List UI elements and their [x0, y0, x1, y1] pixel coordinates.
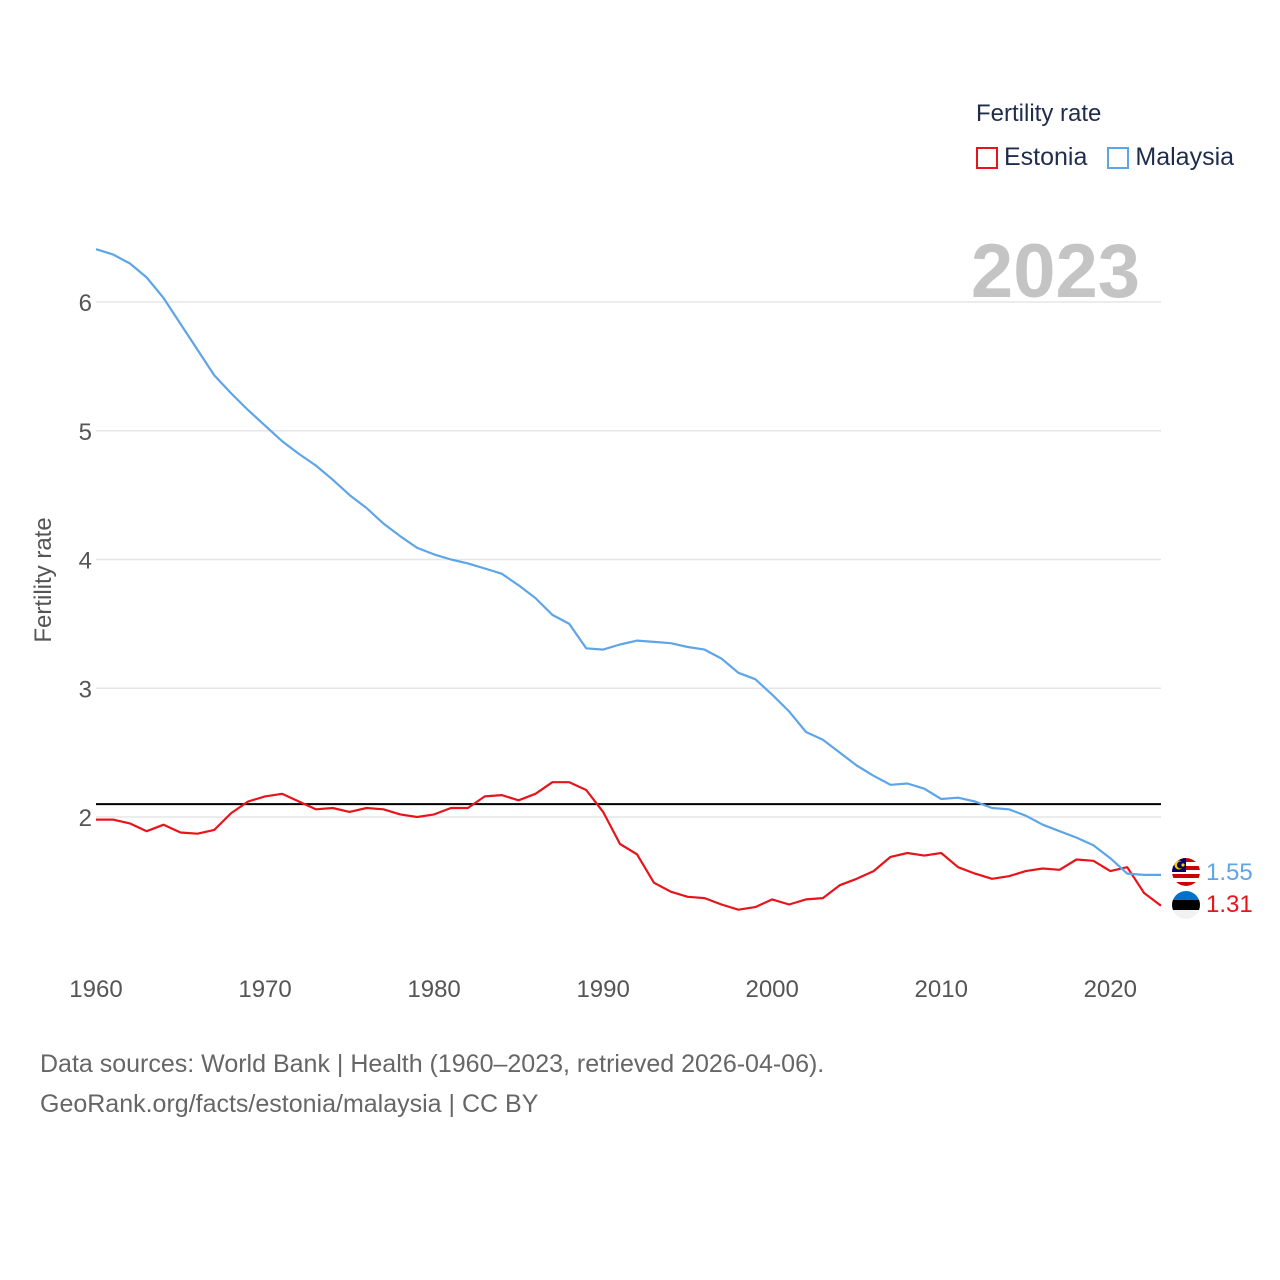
x-axis-ticks: 1960 1970 1980 1990 2000 2010 2020 — [69, 976, 1137, 1003]
current-year-label: 2023 — [970, 229, 1140, 314]
x-tick-label: 2010 — [915, 976, 968, 1003]
estonia-end-value: 1.31 — [1206, 891, 1253, 918]
x-tick-label: 1980 — [407, 976, 460, 1003]
y-axis-ticks: 2 3 4 5 6 — [79, 290, 92, 832]
gridlines — [96, 301, 1161, 818]
y-axis-label: Fertility rate — [30, 517, 57, 642]
x-tick-label: 2020 — [1084, 976, 1137, 1003]
malaysia-end-value: 1.55 — [1206, 859, 1253, 886]
legend-swatch-malaysia — [1107, 146, 1130, 169]
series-lines — [95, 248, 1162, 911]
footer: Data sources: World Bank | Health (1960–… — [40, 1044, 824, 1124]
y-tick-label: 5 — [79, 419, 92, 446]
legend-item-malaysia[interactable]: Malaysia — [1107, 143, 1234, 172]
legend-swatch-estonia — [976, 146, 998, 169]
y-tick-label: 3 — [79, 676, 92, 703]
y-tick-label: 4 — [79, 548, 92, 575]
estonia-flag-icon — [1172, 891, 1200, 919]
x-tick-label: 1960 — [69, 976, 122, 1003]
series-line-estonia[interactable] — [96, 781, 1162, 911]
legend-item-estonia[interactable]: Estonia — [976, 143, 1087, 172]
x-tick-label: 1970 — [238, 976, 291, 1003]
series-line-malaysia[interactable] — [95, 248, 1161, 877]
data-source-text: Data sources: World Bank | Health (1960–… — [40, 1050, 825, 1078]
y-tick-label: 6 — [79, 290, 92, 317]
legend-label-malaysia: Malaysia — [1135, 143, 1235, 171]
x-tick-label: 2000 — [745, 976, 798, 1003]
end-flags — [1172, 858, 1200, 919]
malaysia-flag-icon — [1172, 858, 1200, 886]
x-tick-label: 1990 — [576, 976, 629, 1003]
y-tick-label: 2 — [79, 805, 92, 832]
legend: Estonia Malaysia — [976, 143, 1254, 172]
legend-label-estonia: Estonia — [1004, 143, 1088, 171]
legend-title: Fertility rate — [976, 100, 1102, 127]
attribution-link[interactable]: GeoRank.org/facts/estonia/malaysia | CC … — [40, 1090, 539, 1118]
